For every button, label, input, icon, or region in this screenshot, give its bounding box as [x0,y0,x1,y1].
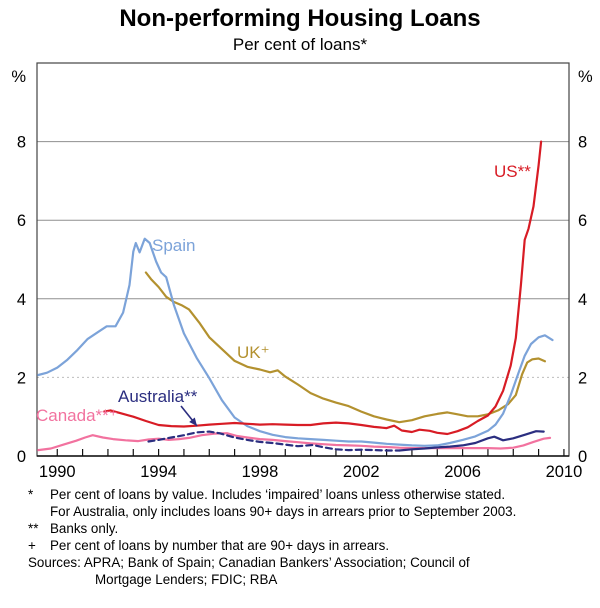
series-line-spain [37,237,554,447]
series-line-australia-dashed [147,430,401,452]
footnote-banks-only: ** Banks only. [0,520,600,537]
chart-title: Non-performing Housing Loans [119,5,481,32]
y-label-right-6: 6 [578,212,587,230]
australia-arrow-head [189,417,197,426]
footnote-text: Mortgage Lenders; FDIC; RBA [95,572,278,587]
series-label-australia: Australia** [118,387,198,406]
footnote-text: Sources: APRA; Bank of Spain; Canadian B… [28,555,470,570]
series-label-canada: Canada**⁺ [36,406,118,425]
x-label-1990: 1990 [39,463,76,481]
y-label-left-4: 4 [17,291,26,309]
footnote-value-continued: For Australia, only includes loans 90+ d… [0,503,600,520]
y-label-right-4: 4 [578,291,587,309]
footnote-marker-asterisk: * [28,487,34,502]
x-label-1998: 1998 [242,463,279,481]
y-label-left-0: 0 [17,448,26,466]
footnote-sources: Sources: APRA; Bank of Spain; Canadian B… [0,554,600,571]
series-label-spain: Spain [152,236,195,255]
series-label-uk: UK⁺ [237,343,270,362]
series-line-us [102,140,543,436]
y-label-right-0: 0 [578,448,587,466]
footnote-text: Per cent of loans by value. Includes ‘im… [50,487,506,502]
footnote-marker-empty [28,503,50,520]
series-line-australia [398,430,545,452]
footnote-value: * Per cent of loans by value. Includes ‘… [0,486,600,503]
x-label-1994: 1994 [140,463,177,481]
series-line-uk [144,271,547,424]
y-label-left-6: 6 [17,212,26,230]
y-label-right-2: 2 [578,369,587,387]
series-label-us: US** [494,162,531,181]
y-label-right-8: 8 [578,134,587,152]
footnote-arrears: + Per cent of loans by number that are 9… [0,537,600,554]
chart-subtitle: Per cent of loans* [232,35,368,54]
series-line-canada [37,432,552,452]
y-unit-right: % [578,68,593,86]
x-label-2006: 2006 [444,463,481,481]
x-label-2010: 2010 [546,463,583,481]
footnotes: * Per cent of loans by value. Includes ‘… [0,486,600,588]
footnote-text: For Australia, only includes loans 90+ d… [50,504,517,519]
footnote-marker-double-asterisk: ** [28,521,39,536]
plot-frame [36,62,570,457]
footnote-marker-plus: + [28,538,36,553]
footnote-sources-continued: Mortgage Lenders; FDIC; RBA [0,571,600,588]
y-unit-left: % [11,68,26,86]
footnote-text: Per cent of loans by number that are 90+… [50,538,390,553]
y-label-left-8: 8 [17,134,26,152]
x-label-2002: 2002 [343,463,380,481]
y-label-left-2: 2 [17,369,26,387]
footnote-text: Banks only. [50,521,119,536]
